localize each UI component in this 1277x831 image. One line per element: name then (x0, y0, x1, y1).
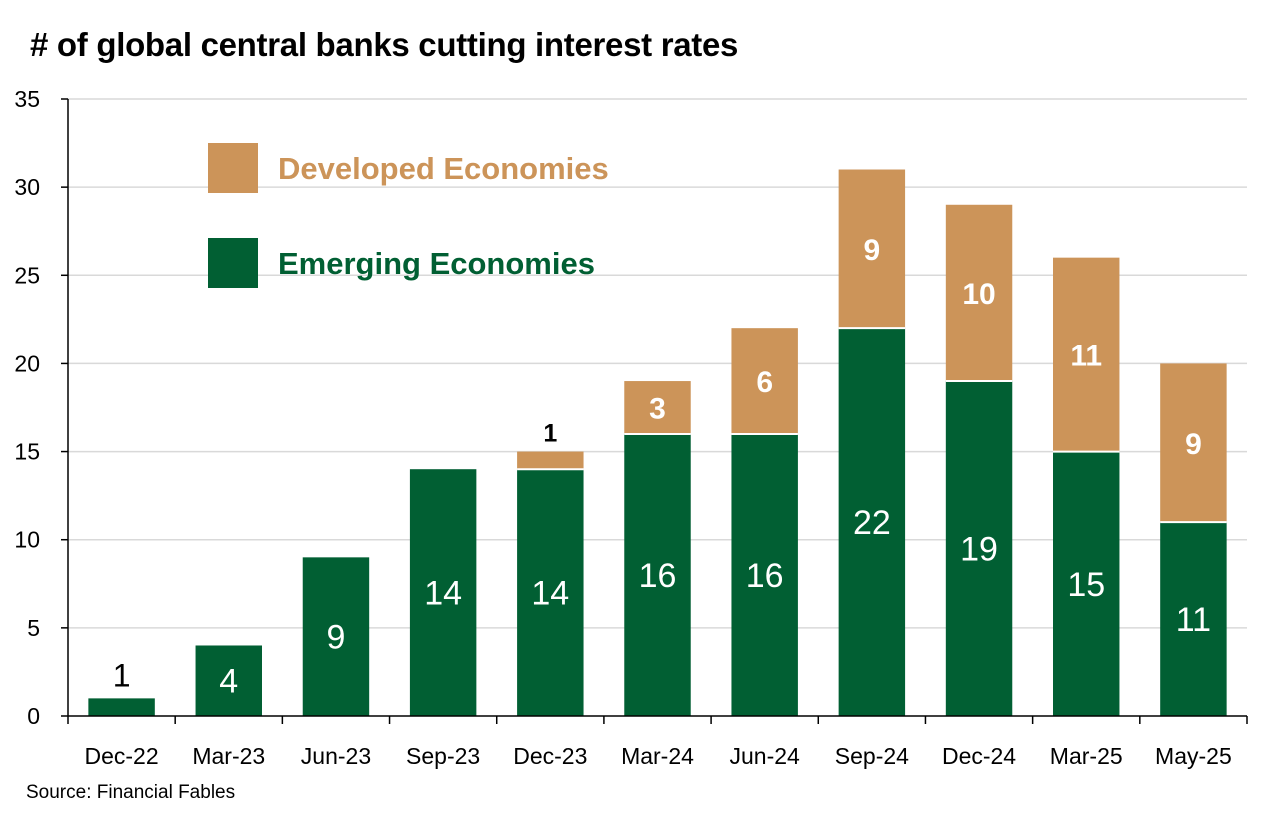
x-tick-label: Jun-23 (301, 743, 371, 769)
x-tick-label: Mar-24 (621, 743, 694, 769)
y-tick-label: 30 (14, 174, 40, 200)
bar-developed-Mar-24 (624, 381, 691, 434)
bar-emerging-Mar-24 (624, 433, 691, 716)
y-tick-label: 15 (14, 439, 40, 465)
x-tick-label: Dec-22 (85, 743, 159, 769)
y-tick-label: 5 (27, 615, 40, 641)
x-tick-label: Sep-23 (406, 743, 480, 769)
data-label-emerging: 19 (960, 531, 998, 569)
y-tick-label: 10 (14, 527, 40, 553)
bar-emerging-Sep-23 (409, 469, 477, 716)
legend-label: Emerging Economies (278, 246, 595, 281)
data-label-emerging: 14 (531, 575, 569, 613)
bar-developed-Jun-24 (731, 328, 798, 434)
data-label-emerging: 15 (1067, 566, 1105, 604)
bar-developed-Dec-24 (945, 204, 1013, 382)
bar-emerging-Dec-22 (88, 698, 155, 716)
data-label-developed: 10 (962, 278, 995, 311)
data-label-emerging: 22 (853, 504, 891, 542)
x-tick-label: Dec-23 (513, 743, 587, 769)
chart-source: Source: Financial Fables (26, 782, 236, 803)
bar-developed-Dec-23 (517, 451, 584, 470)
data-label-emerging: 16 (746, 557, 784, 595)
data-label-emerging: 14 (424, 575, 462, 613)
y-tick-label: 20 (14, 350, 40, 376)
x-tick-label: Mar-25 (1050, 743, 1123, 769)
bar-emerging-Jun-23 (302, 557, 370, 716)
y-tick-label: 35 (14, 86, 40, 112)
chart-title: # of global central banks cutting intere… (30, 26, 739, 63)
bar-developed-Mar-25 (1053, 257, 1120, 452)
legend-swatch (208, 143, 258, 193)
data-label-developed: 3 (649, 393, 666, 426)
legend-swatch (208, 238, 258, 288)
data-label-emerging: 9 (326, 619, 345, 657)
data-label-developed: 9 (1185, 428, 1202, 461)
bar-emerging-Mar-25 (1053, 451, 1120, 716)
data-label-developed: 1 (543, 420, 557, 448)
data-label-emerging: 16 (639, 557, 677, 595)
axes: 0 5 10 15 20 25 30 35 Dec-22 Mar-23 Jun-23 Sep-23 De… (14, 86, 1248, 769)
x-tick-label: May-25 (1155, 743, 1232, 769)
legend-label: Developed Economies (278, 151, 609, 186)
data-label-developed: 6 (756, 366, 773, 399)
data-label-developed: 9 (864, 234, 881, 267)
bar-emerging-May-25 (1160, 522, 1227, 716)
bar-developed-May-25 (1160, 363, 1227, 523)
x-tick-label: Mar-23 (192, 743, 265, 769)
bar-developed-Sep-24 (838, 169, 906, 329)
y-tick-label: 25 (14, 262, 40, 288)
x-tick-label: Sep-24 (835, 743, 909, 769)
x-tick-label: Jun-24 (730, 743, 801, 769)
data-label-emerging: 4 (219, 663, 238, 701)
bar-emerging-Dec-24 (945, 381, 1013, 716)
bar-emerging-Mar-23 (195, 645, 262, 716)
x-tick-label: Dec-24 (942, 743, 1016, 769)
data-label-emerging: 11 (1176, 601, 1211, 639)
bar-emerging-Sep-24 (838, 328, 906, 716)
bar-emerging-Jun-24 (731, 433, 798, 716)
bar-emerging-Dec-23 (517, 469, 584, 716)
legend: Developed Economies Emerging Economies (208, 143, 609, 288)
data-label-emerging: 1 (113, 657, 131, 693)
y-tick-label: 0 (27, 703, 40, 729)
data-label-developed: 11 (1070, 340, 1102, 373)
